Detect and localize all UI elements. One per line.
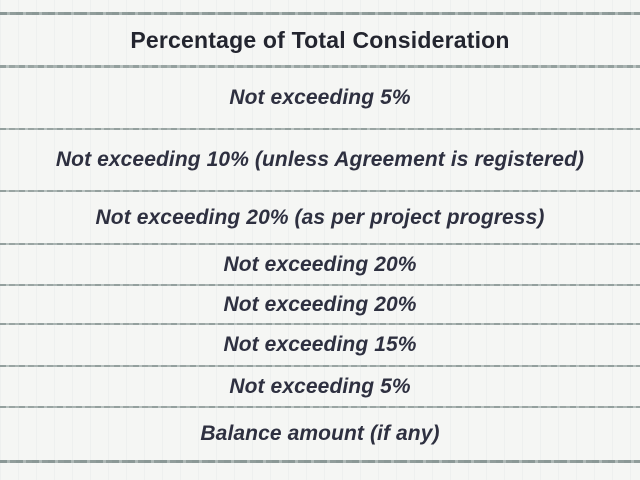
- row-divider: [0, 284, 640, 286]
- table-row-not-exceeding-20-project-progress: Not exceeding 20% (as per project progre…: [95, 205, 545, 229]
- table-header-percentage-of-total-consideration: Percentage of Total Consideration: [130, 26, 510, 53]
- table-row-not-exceeding-10-unless-registered: Not exceeding 10% (unless Agreement is r…: [55, 148, 585, 171]
- table-row-not-exceeding-15: Not exceeding 15%: [223, 333, 417, 356]
- row-divider: [0, 406, 640, 408]
- bottom-margin: [0, 463, 640, 480]
- row-divider: [0, 65, 640, 68]
- row-divider: [0, 365, 640, 367]
- table-row-balance-amount: Balance amount (if any): [200, 422, 440, 445]
- table-row-not-exceeding-20-a: Not exceeding 20%: [223, 252, 417, 276]
- table-bottom-rule: [0, 460, 640, 463]
- row-divider: [0, 128, 640, 130]
- table-row-not-exceeding-5: Not exceeding 5%: [229, 86, 411, 109]
- row-divider: [0, 243, 640, 245]
- table-row-not-exceeding-5-final: Not exceeding 5%: [229, 374, 411, 398]
- table-row-not-exceeding-20-b: Not exceeding 20%: [223, 292, 417, 316]
- top-margin: [0, 0, 640, 12]
- table-top-rule: [0, 12, 640, 15]
- row-divider: [0, 323, 640, 325]
- row-divider: [0, 190, 640, 192]
